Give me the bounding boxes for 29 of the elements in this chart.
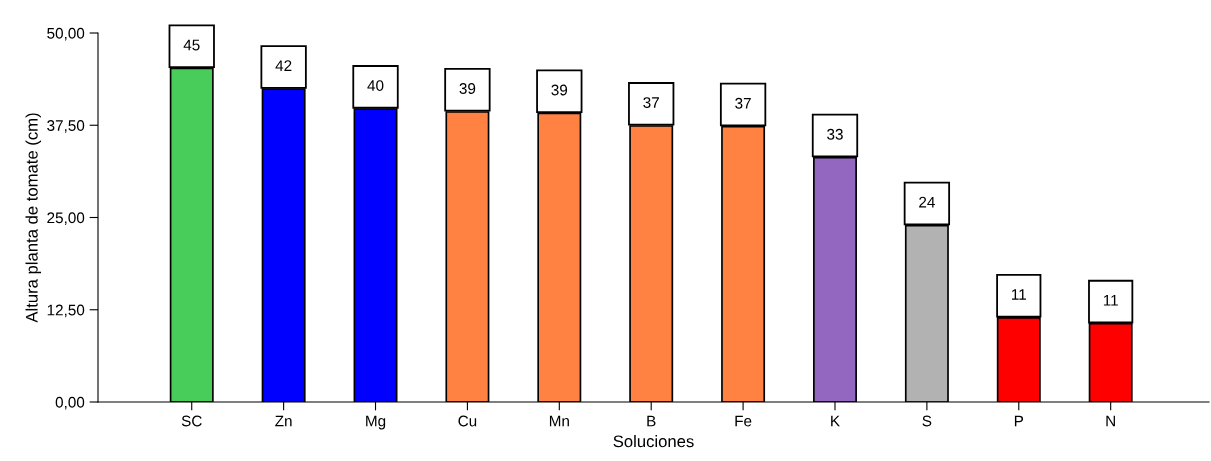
data-label: 11 [1103, 295, 1118, 306]
x-tick-label: Fe [735, 415, 752, 427]
x-tick-label: Cu [458, 415, 477, 427]
x-tick-label: N [1106, 415, 1115, 427]
x-tick-label: Zn [275, 415, 292, 427]
y-tick-label: 25,00 [47, 212, 85, 225]
x-tick-label: B [647, 415, 656, 427]
data-label: 24 [919, 196, 935, 208]
data-label: 39 [551, 84, 568, 96]
data-label: 11 [1012, 289, 1026, 300]
x-tick-label: P [1014, 415, 1024, 427]
x-tick-label: S [922, 415, 932, 427]
data-label: 37 [735, 97, 751, 109]
data-label: 37 [643, 97, 659, 108]
data-label: 42 [275, 60, 292, 71]
x-axis-title: Soluciones [613, 434, 694, 448]
x-tick-label: SC [181, 415, 202, 427]
data-label: 39 [459, 83, 476, 94]
x-tick-label: K [831, 415, 840, 427]
x-tick-label: Mn [549, 415, 569, 427]
y-tick-label: 50,00 [47, 27, 85, 41]
x-tick-label: Mg [366, 415, 386, 430]
data-label: 40 [367, 80, 384, 91]
y-tick-label: 37,50 [47, 120, 85, 133]
y-axis-title: Altura planta de tomate (cm) [25, 113, 42, 323]
data-label: 45 [183, 39, 200, 51]
data-label: 33 [827, 128, 843, 140]
y-tick-label: 0,00 [55, 396, 85, 410]
y-tick-label: 12,50 [47, 304, 85, 318]
